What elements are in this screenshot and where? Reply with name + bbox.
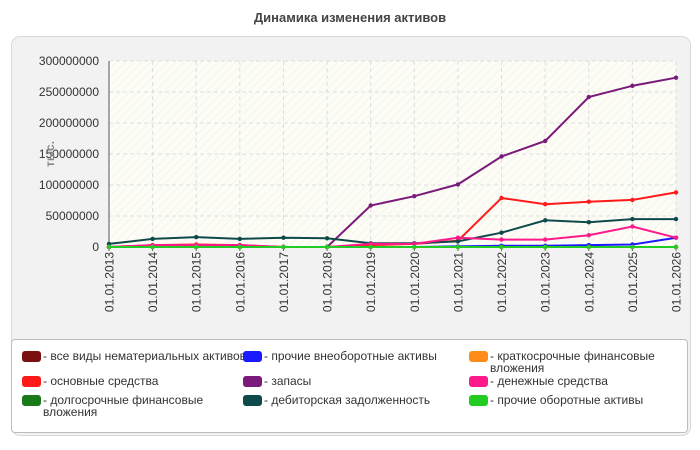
y-tick-label: 250000000 [39, 85, 99, 99]
x-tick-label: 01.01.2026 [670, 252, 684, 312]
data-point [543, 237, 548, 242]
legend-label: - запасы [264, 374, 312, 388]
legend-label: - основные средства [43, 374, 159, 388]
legend-label: - денежные средства [490, 374, 608, 388]
data-point [324, 236, 330, 241]
legend-label: - долгосрочные финансовые вложения [43, 393, 204, 419]
x-tick-label: 01.01.2013 [103, 252, 117, 312]
data-point [630, 244, 635, 250]
data-point [586, 220, 591, 225]
legend-label: - все виды нематериальных активов [43, 349, 247, 363]
data-point [630, 216, 635, 222]
data-point [673, 244, 679, 250]
x-tick-label: 01.01.2015 [190, 252, 204, 312]
data-point [499, 195, 504, 201]
y-tick-label: 50000000 [46, 209, 100, 223]
data-point [499, 237, 504, 242]
data-point [673, 75, 679, 80]
x-tick-label: 01.01.2024 [582, 252, 596, 312]
legend-label: - прочие внеоборотные активы [264, 349, 437, 363]
series-line [108, 225, 677, 248]
x-tick-label: 01.01.2017 [277, 252, 291, 312]
data-point [368, 241, 373, 247]
legend-label: - дебиторская задолженность [264, 393, 431, 407]
data-point [106, 241, 112, 247]
x-tick-label: 01.01.2023 [539, 252, 553, 312]
data-point [237, 236, 242, 242]
data-point [281, 244, 286, 250]
x-tick-label: 01.01.2022 [495, 252, 509, 312]
x-tick-labels: 01.01.2013 01.01.2014 01.01.2015 01.01.2016… [103, 252, 684, 312]
legend-label: - краткосрочные финансовые вложения [490, 349, 655, 375]
data-point [630, 83, 635, 89]
grid-lines [109, 60, 677, 247]
legend-swatch [243, 351, 262, 362]
legend-label: - прочие оборотные активы [490, 393, 644, 407]
data-point [106, 244, 112, 250]
x-tick-label: 01.01.2019 [364, 252, 378, 312]
legend-swatch [22, 351, 41, 362]
data-point [586, 233, 591, 238]
data-point [455, 239, 461, 244]
x-tick-label: 01.01.2016 [233, 252, 247, 312]
legend-swatch [469, 351, 488, 362]
data-point [412, 194, 417, 199]
y-tick-label: 300000000 [39, 54, 99, 68]
data-point [194, 234, 199, 240]
data-point [673, 216, 679, 222]
data-point [630, 224, 635, 229]
data-point [455, 182, 461, 187]
y-axis-label: тыс. [43, 141, 57, 167]
legend-swatch [22, 395, 41, 406]
data-point [543, 138, 548, 144]
x-tick-label: 01.01.2014 [146, 252, 160, 312]
legend: - все виды нематериальных активов - основ… [11, 339, 688, 433]
data-point [412, 244, 417, 250]
data-point [237, 244, 242, 250]
data-point [499, 230, 504, 235]
series-9 [106, 244, 679, 250]
data-point [673, 235, 679, 240]
data-point [543, 202, 548, 207]
legend-swatch [469, 395, 488, 406]
data-point [150, 236, 155, 242]
data-point [368, 203, 373, 208]
y-tick-labels: 300000000 250000000 200000000 150000000 1000… [39, 54, 99, 254]
data-point [673, 190, 679, 195]
x-tick-label: 01.01.2021 [451, 252, 465, 312]
data-point [455, 235, 461, 240]
x-tick-label: 01.01.2018 [321, 252, 335, 312]
data-point [499, 154, 504, 159]
series-group [106, 75, 679, 250]
y-tick-label: 0 [92, 240, 99, 254]
data-point [455, 244, 461, 250]
data-point [586, 94, 591, 100]
data-point [630, 197, 635, 203]
legend-swatch [22, 376, 41, 387]
y-tick-label: 100000000 [39, 178, 99, 192]
y-tick-label: 200000000 [39, 116, 99, 130]
data-point [586, 199, 591, 204]
data-point [324, 244, 330, 250]
x-tick-label: 01.01.2020 [408, 252, 422, 312]
data-point [543, 244, 548, 250]
data-point [586, 244, 591, 250]
y-tick-label: 150000000 [39, 147, 99, 161]
chart-title: Динамика изменения активов [253, 10, 447, 25]
data-point [150, 244, 155, 250]
data-point [281, 235, 286, 240]
data-point [368, 244, 373, 250]
data-point [543, 218, 548, 223]
x-tick-label: 01.01.2025 [626, 252, 640, 312]
data-point [499, 244, 504, 250]
legend-swatch [243, 376, 262, 387]
data-point [194, 244, 199, 250]
legend-swatch [243, 395, 262, 406]
data-point [412, 241, 417, 247]
legend-swatch [469, 376, 488, 387]
